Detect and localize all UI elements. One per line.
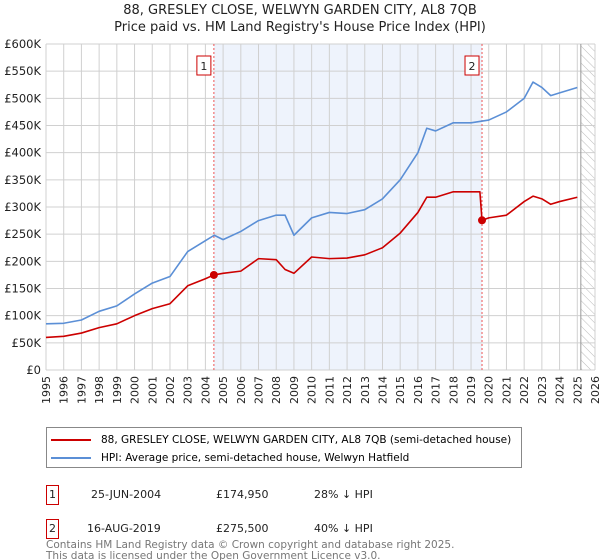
x-tick-label: 2011 xyxy=(323,376,336,404)
x-tick-label: 2003 xyxy=(182,376,195,404)
x-tick-label: 1996 xyxy=(58,376,71,404)
sale-marker-label: 2 xyxy=(469,60,476,73)
x-tick-label: 2016 xyxy=(412,376,425,404)
x-tick-label: 2025 xyxy=(571,376,584,404)
x-tick-label: 2015 xyxy=(394,376,407,404)
sale-price: £275,500 xyxy=(216,522,269,535)
y-tick-label: £50K xyxy=(12,336,42,350)
x-tick-label: 2026 xyxy=(589,376,600,404)
property-price-line xyxy=(45,190,578,339)
x-tick-label: 2024 xyxy=(554,376,567,404)
x-tick-label: 1998 xyxy=(93,376,106,404)
y-tick-label: £450K xyxy=(4,119,41,133)
y-tick-label: £550K xyxy=(4,64,41,78)
x-tick-label: 2002 xyxy=(164,376,177,404)
y-tick-label: £500K xyxy=(4,91,41,105)
sale-point xyxy=(478,216,487,225)
footer-copyright: Contains HM Land Registry data © Crown c… xyxy=(46,539,455,551)
x-tick-label: 2017 xyxy=(430,376,443,404)
legend-label: HPI: Average price, semi-detached house,… xyxy=(101,452,410,464)
footer-licence: This data is licensed under the Open Gov… xyxy=(46,550,381,560)
sale-date: 25-JUN-2004 xyxy=(91,488,162,501)
chart-title: 88, GRESLEY CLOSE, WELWYN GARDEN CITY, A… xyxy=(123,3,477,18)
legend: 88, GRESLEY CLOSE, WELWYN GARDEN CITY, A… xyxy=(46,427,522,468)
x-tick-label: 2000 xyxy=(129,376,142,404)
y-tick-label: £600K xyxy=(4,37,41,51)
x-tick-label: 1999 xyxy=(111,376,124,404)
sale-marker-badge xyxy=(196,55,212,76)
x-tick-label: 2007 xyxy=(253,376,266,404)
x-tick-label: 2022 xyxy=(518,376,531,404)
x-tick-label: 2023 xyxy=(536,376,549,404)
sale-hpi-diff: 28% ↓ HPI xyxy=(314,488,373,501)
sale-price: £174,950 xyxy=(216,488,269,501)
x-tick-label: 2004 xyxy=(199,376,212,404)
sale-marker-label: 1 xyxy=(200,60,207,73)
x-tick-label: 2021 xyxy=(500,376,513,404)
sale-marker-badge xyxy=(464,55,480,76)
price-chart: 1995 1996 1997 1998 1999 2000 2001 2002 2003 2004… xyxy=(4,37,600,404)
x-tick-label: 1997 xyxy=(75,376,88,404)
x-tick-label: 2018 xyxy=(447,376,460,404)
legend-swatch-red xyxy=(51,439,91,441)
x-tick-label: 2008 xyxy=(270,376,283,404)
x-tick-label: 2019 xyxy=(465,376,478,404)
x-tick-label: 2010 xyxy=(306,376,319,404)
x-tick-label: 2001 xyxy=(146,376,159,404)
sale-badge: 1 xyxy=(46,485,59,505)
legend-item-property: 88, GRESLEY CLOSE, WELWYN GARDEN CITY, A… xyxy=(51,433,511,447)
chart-subtitle: Price paid vs. HM Land Registry's House … xyxy=(114,20,486,35)
y-tick-label: £350K xyxy=(4,173,41,187)
y-tick-label: £250K xyxy=(4,227,41,241)
y-tick-label: £0 xyxy=(26,363,41,377)
y-tick-label: £150K xyxy=(4,282,41,296)
x-tick-label: 2020 xyxy=(483,376,496,404)
sale-hpi-diff: 40% ↓ HPI xyxy=(314,522,373,535)
hpi-line xyxy=(45,81,578,325)
x-tick-label: 2009 xyxy=(288,376,301,404)
y-tick-label: £100K xyxy=(4,309,41,323)
legend-swatch-blue xyxy=(51,457,91,459)
sale-badge: 2 xyxy=(46,519,59,539)
sale-date: 16-AUG-2019 xyxy=(87,522,161,535)
x-tick-label: 2012 xyxy=(341,376,354,404)
x-tick-label: 2013 xyxy=(359,376,372,404)
x-tick-label: 2014 xyxy=(376,376,389,404)
legend-label: 88, GRESLEY CLOSE, WELWYN GARDEN CITY, A… xyxy=(101,434,512,446)
sale-point xyxy=(209,270,218,279)
legend-item-hpi: HPI: Average price, semi-detached house,… xyxy=(51,451,409,465)
x-tick-label: 2006 xyxy=(235,376,248,404)
y-tick-label: £400K xyxy=(4,146,41,160)
y-tick-label: £200K xyxy=(4,254,41,268)
x-tick-label: 1995 xyxy=(40,376,53,404)
y-tick-label: £300K xyxy=(4,200,41,214)
x-tick-label: 2005 xyxy=(217,376,230,404)
